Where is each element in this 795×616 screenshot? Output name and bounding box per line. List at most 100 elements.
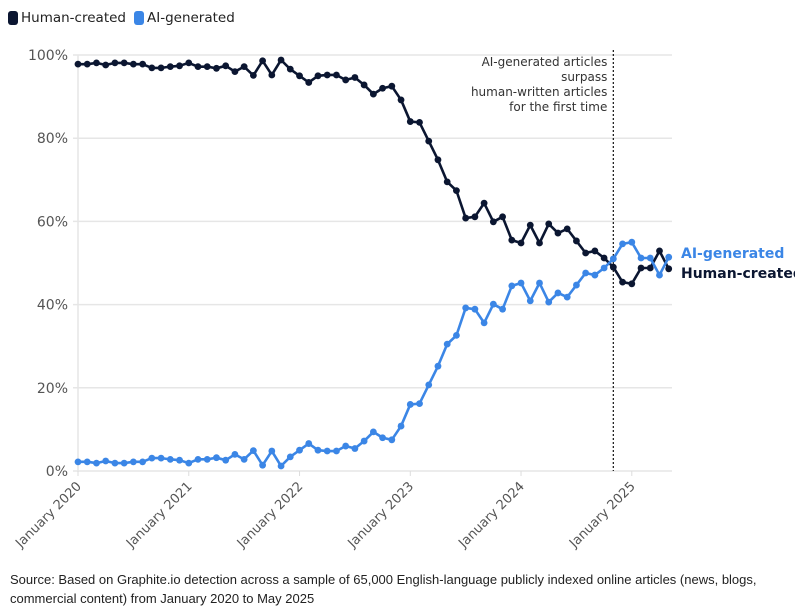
data-point — [425, 137, 433, 145]
data-point — [536, 279, 543, 287]
data-point — [600, 254, 608, 262]
data-point — [129, 60, 137, 68]
x-tick-label: January 2022 — [234, 479, 306, 551]
data-point — [176, 456, 183, 464]
annotation-text: surpass — [561, 70, 607, 84]
legend-swatch-ai — [133, 11, 144, 25]
data-point — [582, 249, 590, 257]
line-chart: 0%20%40%60%80%100% January 2020 January 2… — [12, 48, 795, 552]
data-point — [342, 442, 350, 450]
end-label-human: Human-created — [681, 266, 795, 282]
end-labels: AI-generated Human-created — [681, 246, 795, 282]
series-human-created — [74, 56, 673, 288]
data-point — [296, 72, 303, 80]
data-point — [83, 458, 91, 466]
data-point — [434, 156, 442, 164]
data-point — [351, 445, 359, 452]
data-point — [286, 65, 294, 73]
data-point — [323, 447, 331, 455]
data-point — [360, 437, 368, 445]
data-point — [637, 254, 645, 262]
x-axis-ticks: January 2020 January 2021 January 2022 Janu… — [12, 471, 639, 552]
data-point — [462, 214, 470, 222]
data-point — [286, 453, 294, 461]
data-point — [157, 454, 165, 462]
data-point — [194, 63, 202, 71]
data-point — [139, 60, 147, 68]
data-point — [508, 236, 516, 244]
data-point — [453, 187, 460, 195]
data-point — [563, 225, 571, 233]
data-point — [416, 118, 423, 126]
data-point — [268, 71, 276, 79]
data-point — [563, 293, 571, 301]
data-point — [656, 247, 663, 255]
annotation-text: human-written articles — [471, 85, 607, 99]
legend-item-human[interactable]: Human-created — [8, 10, 126, 26]
data-point — [628, 280, 636, 288]
data-point — [120, 459, 128, 467]
y-tick-label: 80% — [37, 131, 68, 147]
data-point — [453, 331, 460, 339]
data-point — [102, 61, 110, 69]
data-point — [609, 263, 617, 271]
x-tick-label: January 2020 — [12, 479, 84, 551]
data-point — [240, 455, 248, 463]
data-point — [185, 459, 193, 467]
data-point — [120, 59, 128, 67]
data-point — [185, 59, 193, 67]
data-point — [582, 269, 590, 277]
data-point — [480, 319, 488, 327]
data-point — [416, 400, 423, 408]
data-point — [231, 450, 239, 458]
data-point — [591, 247, 599, 255]
data-point — [619, 278, 626, 286]
data-point — [259, 461, 266, 469]
data-point — [526, 221, 534, 229]
legend-label-human: Human-created — [21, 10, 126, 26]
x-tick-label: January 2023 — [345, 479, 417, 551]
data-point — [591, 271, 599, 279]
y-tick-label: 20% — [37, 381, 68, 397]
data-point — [333, 447, 340, 455]
data-point — [554, 229, 562, 237]
data-point — [434, 362, 442, 370]
data-point — [508, 282, 516, 290]
data-point — [148, 64, 156, 72]
legend-item-ai[interactable]: AI-generated — [133, 10, 235, 26]
data-point — [111, 59, 119, 67]
data-point — [93, 59, 100, 67]
data-point — [388, 82, 396, 90]
data-point — [406, 118, 414, 125]
data-point — [249, 447, 257, 455]
x-tick-label: January 2021 — [123, 479, 195, 551]
data-point — [323, 71, 331, 79]
data-point — [646, 254, 654, 262]
data-point — [333, 71, 340, 79]
data-point — [665, 253, 673, 261]
data-point — [176, 62, 183, 70]
data-point — [462, 304, 470, 312]
data-point — [619, 240, 626, 248]
data-point — [489, 300, 497, 308]
data-point — [157, 64, 165, 72]
data-point — [517, 279, 525, 287]
data-point — [646, 264, 654, 272]
y-tick-label: 40% — [37, 298, 68, 314]
data-point — [203, 63, 211, 71]
data-point — [74, 458, 82, 466]
data-point — [526, 297, 534, 305]
data-point — [545, 298, 553, 306]
data-point — [388, 436, 396, 444]
data-point — [314, 72, 322, 80]
data-point — [369, 428, 377, 436]
data-point — [231, 68, 239, 76]
data-point — [554, 289, 562, 297]
data-point — [628, 238, 636, 246]
data-point — [360, 81, 368, 89]
data-point — [573, 237, 580, 245]
annotation: AI-generated articlessurpasshuman-writte… — [471, 50, 614, 471]
data-point — [83, 60, 91, 68]
data-point — [369, 90, 377, 98]
annotation-text: for the first time — [509, 100, 607, 114]
